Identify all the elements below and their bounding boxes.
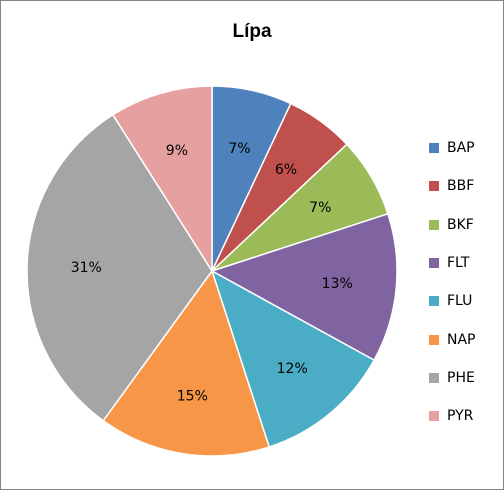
chart-title: Lípa — [232, 21, 272, 42]
legend-label: BBF — [447, 178, 475, 195]
legend-item-bap: BAP — [429, 129, 476, 167]
legend: BAP BBF BKF FLT FLU NAP PHE PYR — [429, 129, 476, 435]
data-label-bbf: 6% — [275, 162, 297, 178]
pie-slice-phe — [26, 113, 213, 422]
pie-slice-flt — [210, 212, 398, 362]
pie-slice-flu — [210, 269, 376, 448]
legend-label: FLU — [447, 293, 473, 310]
legend-swatch — [429, 334, 439, 345]
pie-slice-nap — [102, 269, 271, 457]
data-label-nap: 15% — [177, 388, 208, 404]
legend-swatch — [429, 411, 439, 422]
legend-swatch — [429, 219, 439, 230]
data-label-pyr: 9% — [166, 143, 188, 159]
data-label-bap: 7% — [228, 141, 250, 157]
data-label-bkf: 7% — [309, 200, 331, 216]
legend-swatch — [429, 258, 439, 269]
legend-item-phe: PHE — [429, 359, 476, 397]
data-label-flt: 13% — [322, 276, 353, 292]
legend-swatch — [429, 372, 439, 383]
legend-item-bkf: BKF — [429, 206, 476, 244]
legend-item-flt: FLT — [429, 244, 476, 282]
data-label-flu: 12% — [277, 361, 308, 377]
legend-swatch — [429, 181, 439, 192]
legend-label: PYR — [447, 408, 474, 425]
legend-swatch — [429, 296, 439, 307]
legend-label: PHE — [447, 369, 475, 386]
legend-swatch — [429, 143, 439, 154]
legend-label: BKF — [447, 216, 474, 233]
legend-label: BAP — [447, 140, 475, 157]
legend-label: FLT — [447, 255, 470, 272]
data-label-phe: 31% — [71, 260, 102, 276]
legend-item-nap: NAP — [429, 320, 476, 358]
legend-item-flu: FLU — [429, 282, 476, 320]
legend-item-bbf: BBF — [429, 167, 476, 205]
legend-item-pyr: PYR — [429, 397, 476, 435]
pie-slice-pyr — [111, 85, 213, 274]
legend-label: NAP — [447, 331, 476, 348]
